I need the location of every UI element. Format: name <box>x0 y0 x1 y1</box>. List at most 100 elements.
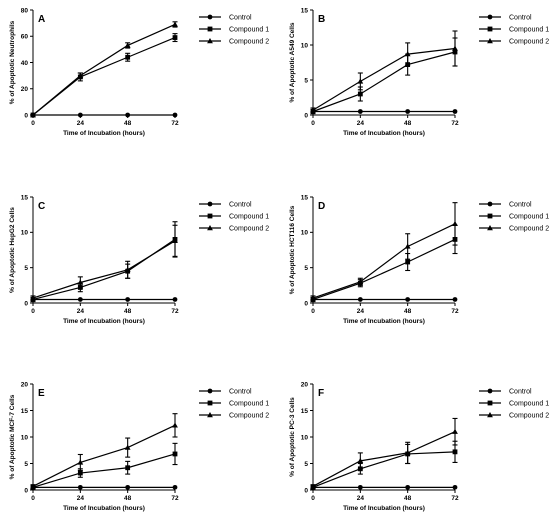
y-tick-label: 15 <box>301 7 309 14</box>
legend-entry: Control <box>229 15 252 22</box>
legend-marker <box>207 213 213 219</box>
series-compound-2-point <box>452 428 458 434</box>
legend-entry: Compound 1 <box>229 27 269 34</box>
legend-marker <box>207 412 213 418</box>
y-tick-label: 15 <box>301 194 309 201</box>
y-tick-label: 80 <box>21 7 29 14</box>
y-tick-label: 15 <box>21 194 29 201</box>
y-tick-label: 5 <box>24 461 28 468</box>
legend-marker <box>487 26 493 32</box>
x-tick-label: 24 <box>77 308 85 315</box>
y-tick-label: 0 <box>24 487 28 494</box>
series-control-point <box>77 112 83 118</box>
legend-marker <box>487 388 493 394</box>
series-control-point <box>405 297 411 302</box>
x-tick-label: 48 <box>404 495 412 502</box>
y-tick-label: 20 <box>21 381 29 388</box>
series-compound-2-point <box>124 42 131 48</box>
series-control-point <box>452 109 458 114</box>
legend-entry: Compound 2 <box>509 226 549 233</box>
series-compound-1-line <box>312 51 456 113</box>
series-compound-2-line <box>312 223 456 299</box>
series-compound-1-line <box>32 453 176 488</box>
series-compound-2-point <box>404 243 411 249</box>
panel-letter: A <box>38 14 45 25</box>
x-axis-title: Time of Incubation (hours) <box>343 130 425 137</box>
series-compound-2-line <box>312 431 456 487</box>
series-compound-2-point <box>452 45 458 51</box>
series-compound-2-point <box>310 483 316 489</box>
chart-panel-d: 0 5 10 15 0 24 48 72 Time of Incubation (hours)%… <box>289 194 549 325</box>
x-tick-label: 0 <box>31 120 35 127</box>
series-compound-1-point <box>125 54 131 60</box>
legend-entry: Control <box>229 202 252 209</box>
x-tick-label: 0 <box>31 308 35 315</box>
series-control-point <box>357 109 363 114</box>
y-axis-title: % of Apoptotic PC-3 Cells <box>289 397 296 477</box>
series-compound-2-point <box>172 422 178 428</box>
series-compound-1-line <box>312 451 456 488</box>
chart-panel-a: 0 20 40 60 80 0 24 48 72 Time of Incubation (hour… <box>9 7 269 137</box>
x-tick-label: 0 <box>31 495 35 502</box>
legend-marker <box>487 14 493 20</box>
x-tick-label: 72 <box>171 495 179 502</box>
y-tick-label: 5 <box>24 265 28 272</box>
legend-entry: Compound 2 <box>509 413 549 420</box>
series-compound-2-line <box>32 424 176 487</box>
series-compound-1-point <box>405 259 411 265</box>
y-tick-label: 40 <box>21 60 29 67</box>
x-tick-label: 72 <box>451 120 459 127</box>
y-tick-label: 10 <box>301 434 309 441</box>
legend-marker <box>487 201 493 207</box>
x-tick-label: 0 <box>311 308 315 315</box>
chart-panel-f: 0 5 10 15 20 0 24 48 72 Time of Incubation (hours… <box>289 381 549 512</box>
y-tick-label: 0 <box>24 300 28 307</box>
legend-entry: Compound 1 <box>229 401 269 408</box>
series-control-point <box>452 484 458 490</box>
series-control-point <box>125 297 131 302</box>
y-tick-label: 10 <box>21 230 29 237</box>
series-compound-2-point <box>172 237 178 244</box>
y-tick-label: 10 <box>301 230 309 237</box>
y-tick-label: 0 <box>304 112 308 119</box>
series-compound-2-point <box>77 72 84 78</box>
y-tick-label: 15 <box>21 408 29 415</box>
series-control-point <box>357 484 363 490</box>
series-control-point <box>125 112 131 118</box>
chart-panel-c: 0 5 10 15 0 24 48 72 Time of Incubation (hours)%… <box>9 194 269 325</box>
series-compound-2-point <box>310 107 316 113</box>
legend-marker <box>487 400 493 406</box>
y-tick-label: 0 <box>304 487 308 494</box>
series-compound-2-point <box>30 112 36 118</box>
y-tick-label: 15 <box>301 408 309 415</box>
series-compound-1-point <box>77 470 83 476</box>
x-tick-label: 48 <box>124 495 132 502</box>
series-compound-2-point <box>172 21 178 27</box>
series-compound-2-point <box>30 483 36 489</box>
legend-marker <box>207 14 213 20</box>
legend-marker <box>207 38 213 44</box>
panel-letter: C <box>38 201 45 212</box>
series-compound-2-point <box>357 78 364 84</box>
y-tick-label: 10 <box>301 42 309 49</box>
legend-marker <box>207 388 213 394</box>
x-tick-label: 48 <box>404 120 412 127</box>
legend-marker <box>487 412 493 418</box>
series-control-point <box>125 484 131 490</box>
legend-entry: Compound 1 <box>229 214 269 221</box>
y-axis-title: % of Apoptotic Neutrophils <box>9 20 16 104</box>
legend-marker <box>207 225 213 231</box>
legend-entry: Compound 2 <box>229 39 269 46</box>
legend-marker <box>207 400 213 406</box>
legend-entry: Control <box>229 389 252 396</box>
series-compound-2-point <box>124 266 131 272</box>
x-tick-label: 48 <box>404 308 412 315</box>
series-compound-2-line <box>312 47 456 111</box>
x-tick-label: 72 <box>171 308 179 315</box>
panel-letter: D <box>318 201 325 212</box>
series-control-point <box>77 297 83 302</box>
x-tick-label: 24 <box>357 495 365 502</box>
series-control-point <box>452 297 458 302</box>
y-tick-label: 60 <box>21 34 29 41</box>
